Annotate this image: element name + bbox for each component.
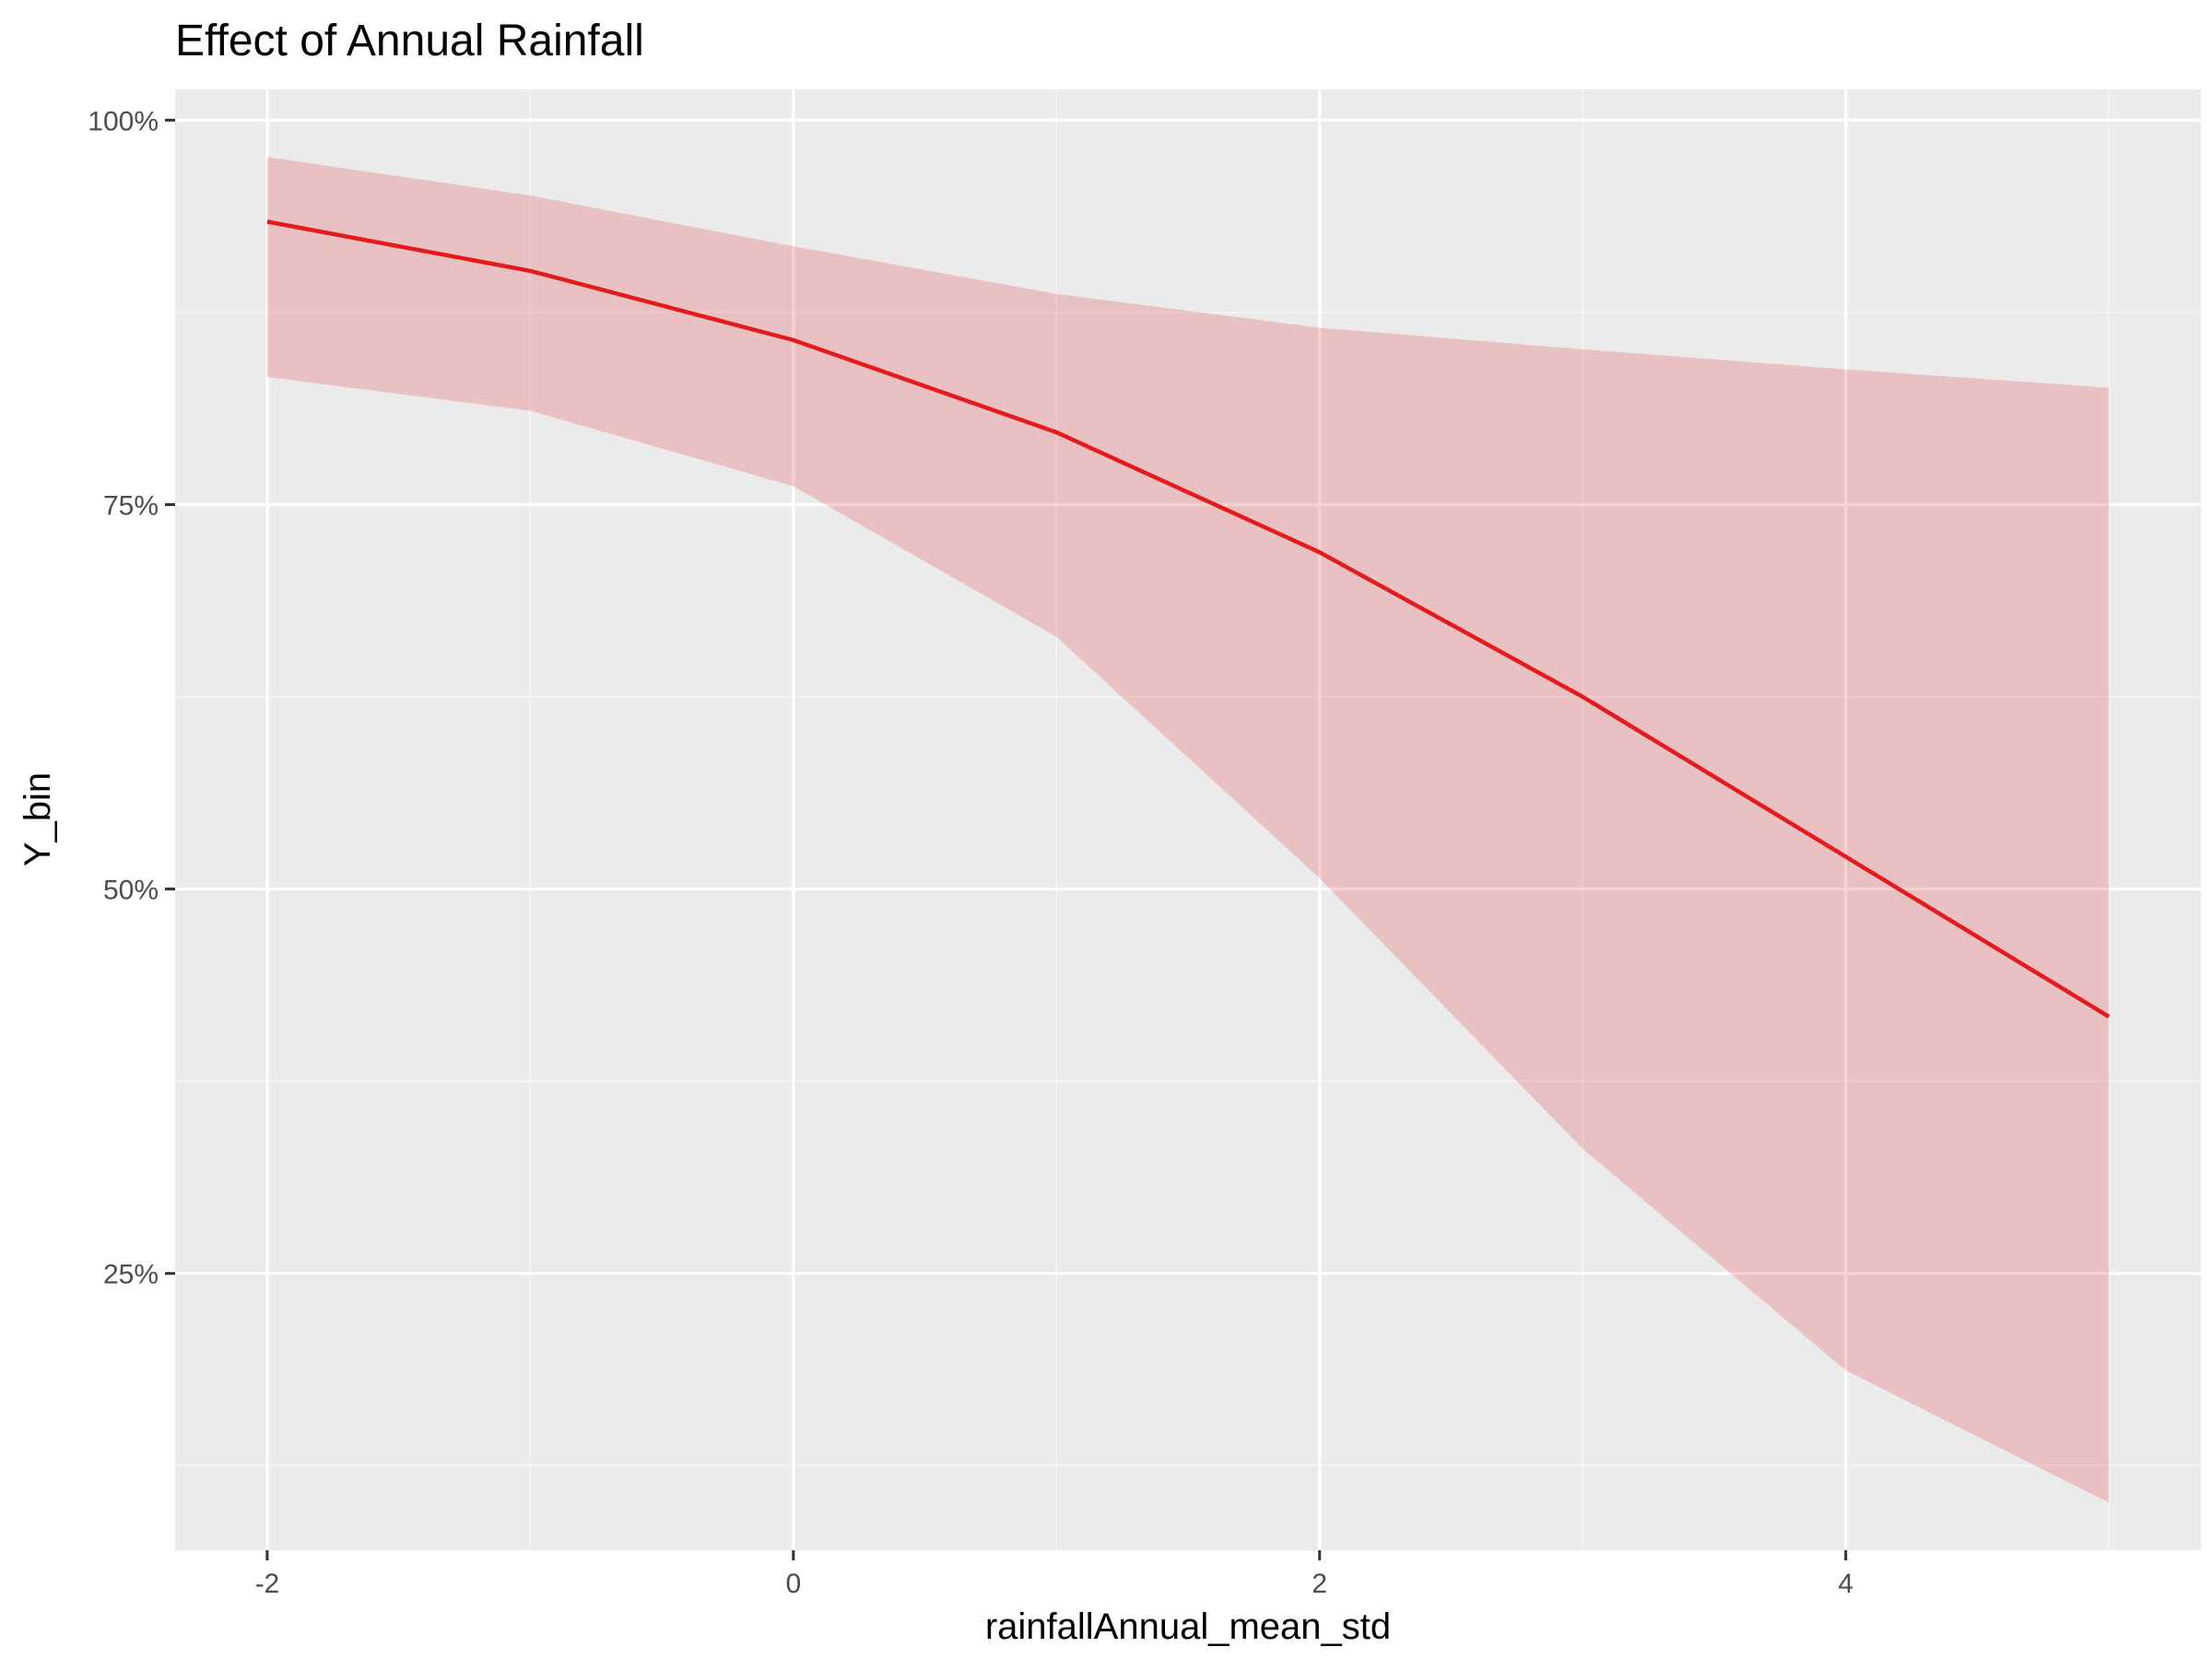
series-line <box>266 219 2111 1019</box>
x-tick-label: 0 <box>785 1569 801 1599</box>
confidence-band <box>266 157 2110 1503</box>
x-tick-label: 4 <box>1838 1569 1853 1599</box>
x-tick-label: -2 <box>255 1569 280 1599</box>
y-tick-label: 100% <box>88 106 159 136</box>
chart-title: Effect of Annual Rainfall <box>175 17 644 65</box>
y-tick-label: 75% <box>103 490 159 521</box>
y-axis-title: Y_bin <box>18 772 58 866</box>
y-tick-label: 50% <box>103 876 159 906</box>
series-layer <box>266 157 2111 1503</box>
minor-gridlines <box>175 89 2201 1550</box>
plot-panel <box>175 89 2201 1550</box>
y-tick-label: 25% <box>103 1260 159 1290</box>
x-axis-title: rainfallAnnual_mean_std <box>985 1606 1391 1647</box>
x-axis: -2 0 2 4 <box>255 1550 1853 1599</box>
major-gridlines <box>175 89 2201 1550</box>
x-tick-label: 2 <box>1312 1569 1327 1599</box>
y-axis: 25% 50% 75% 100% <box>88 106 175 1290</box>
